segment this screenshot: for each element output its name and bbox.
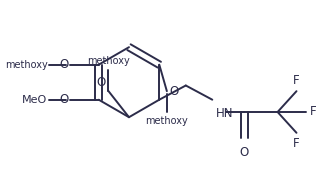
Text: HN: HN <box>216 107 233 120</box>
Text: F: F <box>293 137 300 150</box>
Text: F: F <box>293 74 300 87</box>
Text: methoxy: methoxy <box>87 56 129 66</box>
Text: O: O <box>240 146 249 159</box>
Text: O: O <box>96 76 105 89</box>
Text: O: O <box>59 58 68 71</box>
Text: O: O <box>59 93 68 106</box>
Text: O: O <box>170 85 179 98</box>
Text: MeO: MeO <box>22 95 48 105</box>
Text: F: F <box>310 106 317 119</box>
Text: methoxy: methoxy <box>146 116 188 126</box>
Text: methoxy: methoxy <box>5 60 48 70</box>
